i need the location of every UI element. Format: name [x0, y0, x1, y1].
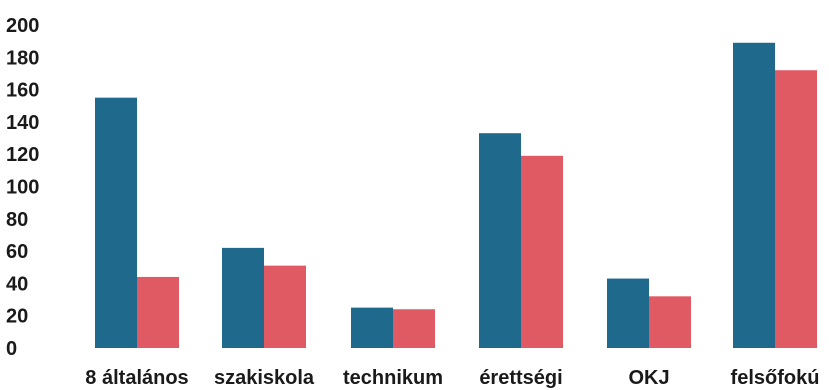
- x-category-label: érettségi: [479, 367, 562, 389]
- y-tick-label: 40: [6, 273, 28, 295]
- y-axis: 0 20 40 60 80 100 120 140 160 180 200: [6, 15, 39, 360]
- y-tick-label: 60: [6, 241, 28, 263]
- y-tick-label: 180: [6, 47, 39, 69]
- y-tick-label: 80: [6, 209, 28, 231]
- y-tick-label: 120: [6, 144, 39, 166]
- bar-series-1-1: [222, 247, 264, 348]
- bar-series-1-3: [479, 133, 521, 348]
- bar-series-1-0: [95, 97, 137, 348]
- y-tick-label: 140: [6, 112, 39, 134]
- x-axis: 8 általános szakiskola technikum érettségi O…: [85, 367, 819, 389]
- bar-series-2-0: [137, 276, 179, 348]
- bar-series-2-3: [521, 155, 563, 348]
- y-tick-label: 160: [6, 80, 39, 102]
- bar-series-2-1: [264, 265, 306, 348]
- x-category-label: technikum: [343, 367, 443, 389]
- x-category-label: felsőfokú: [731, 367, 820, 389]
- bar-series-2-4: [649, 296, 691, 348]
- bars-group: [95, 42, 817, 348]
- bar-series-2-5: [775, 70, 817, 348]
- bar-series-1-2: [351, 307, 393, 348]
- bar-series-1-4: [607, 278, 649, 348]
- y-tick-label: 200: [6, 15, 39, 37]
- x-category-label: szakiskola: [214, 367, 315, 389]
- y-tick-label: 0: [6, 338, 17, 360]
- y-tick-label: 20: [6, 306, 28, 328]
- x-category-label: 8 általános: [85, 367, 188, 389]
- bar-series-1-5: [733, 42, 775, 348]
- bar-series-2-2: [393, 309, 435, 348]
- y-tick-label: 100: [6, 177, 39, 199]
- x-category-label: OKJ: [628, 367, 669, 389]
